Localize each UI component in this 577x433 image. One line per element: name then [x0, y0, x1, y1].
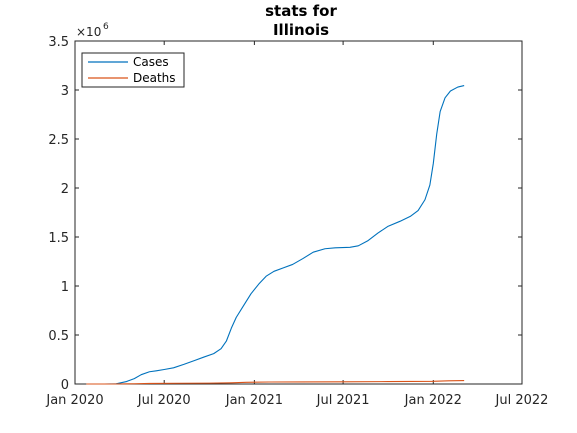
legend-label-deaths: Deaths: [133, 71, 176, 85]
x-tick-label: Jul 2021: [316, 393, 370, 408]
y-tick-label: 3.5: [48, 35, 69, 50]
chart-title-line-1: stats for: [265, 2, 337, 20]
plot-area: Jan 2020 Jul 2020 Jan 2021 Jul 2021 Jan 2022…: [45, 22, 548, 408]
y-tick-label: 1: [61, 280, 69, 295]
x-tick-label: Jul 2022: [495, 393, 549, 408]
y-tick-label: 3: [61, 84, 69, 99]
x-tick-label: Jan 2021: [225, 393, 283, 408]
y-tick-label: 0.5: [48, 329, 69, 344]
legend: Cases Deaths: [81, 52, 185, 88]
y-tick-label: 1.5: [48, 231, 69, 246]
series-layer: [86, 85, 465, 385]
x-tick-label: Jan 2020: [45, 393, 103, 408]
series-line-cases: [86, 85, 465, 385]
x-tick-label: Jul 2020: [137, 393, 191, 408]
y-tick-label: 2.5: [48, 133, 69, 148]
legend-box: [81, 52, 185, 88]
x-tick-label: Jan 2022: [404, 393, 462, 408]
y-multiplier-base: ×10: [76, 25, 101, 39]
y-multiplier-exponent: 6: [103, 22, 109, 32]
y-tick-label: 2: [61, 182, 69, 197]
y-multiplier: ×10 6: [76, 22, 109, 39]
series-line-deaths: [86, 379, 465, 385]
x-axis-ticks: Jan 2020 Jul 2020 Jan 2021 Jul 2021 Jan 2022…: [45, 41, 548, 408]
chart-title-line-2: Illinois: [273, 21, 329, 39]
axes-box: [74, 40, 523, 385]
y-tick-label: 0: [61, 378, 69, 393]
legend-label-cases: Cases: [133, 55, 169, 69]
y-axis-ticks: 0 0.5 1 1.5 2 2.5 3 3.5: [48, 35, 522, 393]
